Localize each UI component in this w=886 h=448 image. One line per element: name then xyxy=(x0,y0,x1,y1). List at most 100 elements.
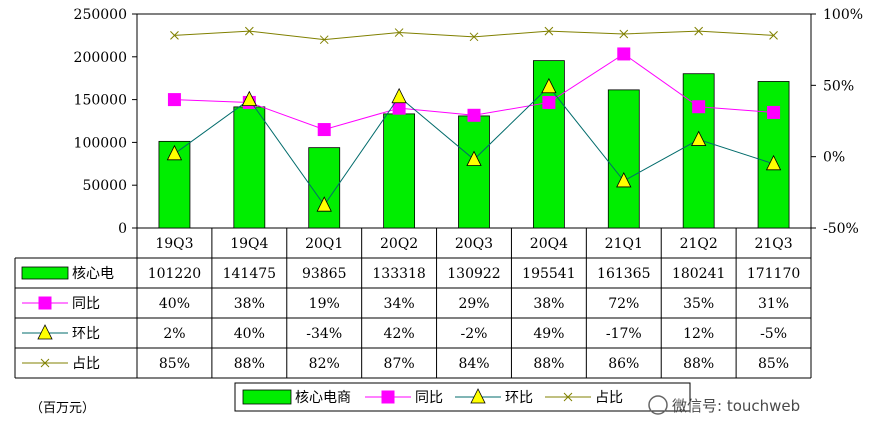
point-占比-20Q1 xyxy=(319,35,329,45)
table-cell: 86% xyxy=(608,356,639,372)
left-tick-label: 250000 xyxy=(74,7,127,23)
point-环比-20Q2 xyxy=(391,87,407,104)
table-cell: 88% xyxy=(683,356,714,372)
bar-21Q3 xyxy=(757,81,790,229)
table-cell: 29% xyxy=(458,296,489,312)
unit-label: （百万元） xyxy=(30,401,95,416)
right-tick-label: -50% xyxy=(823,221,859,237)
wechat-icon xyxy=(648,395,668,415)
table-cell: -34% xyxy=(306,326,342,342)
table-cell: 93865 xyxy=(302,266,347,282)
table-cell: 88% xyxy=(234,356,265,372)
category-label: 20Q2 xyxy=(380,236,418,252)
table-cell: 130922 xyxy=(447,266,500,282)
table-cell: -17% xyxy=(606,326,642,342)
category-label: 20Q4 xyxy=(530,236,568,252)
bar-20Q1 xyxy=(308,147,341,229)
watermark: 微信号: touchweb xyxy=(648,395,800,415)
point-占比-21Q1 xyxy=(619,29,629,39)
point-同比-20Q2 xyxy=(392,101,406,115)
table-cell: -2% xyxy=(461,326,488,342)
point-占比-21Q2 xyxy=(694,26,704,36)
table-cell: 31% xyxy=(758,296,789,312)
table-cell: 72% xyxy=(608,296,639,312)
row-key-marker-同比 xyxy=(38,296,52,310)
point-同比-19Q3 xyxy=(167,93,181,107)
point-同比-20Q1 xyxy=(317,123,331,137)
point-环比-21Q1 xyxy=(616,172,632,188)
table-cell: 161365 xyxy=(597,266,650,282)
table-cell: 40% xyxy=(159,296,190,312)
table-cell: 19% xyxy=(309,296,340,312)
point-占比-20Q4 xyxy=(544,26,554,36)
bars-layer xyxy=(158,60,790,229)
table-cell: 133318 xyxy=(372,266,425,282)
table-cell: -5% xyxy=(760,326,787,342)
table-cell: 84% xyxy=(458,356,489,372)
legend-key-marker-同比 xyxy=(381,390,395,404)
left-tick-label: 200000 xyxy=(74,50,127,66)
category-label: 21Q3 xyxy=(754,236,792,252)
left-tick-label: 100000 xyxy=(74,135,127,151)
legend-label: 环比 xyxy=(505,390,533,406)
bar-19Q4 xyxy=(233,106,266,229)
left-tick-label: 0 xyxy=(118,221,127,237)
left-tick-label: 50000 xyxy=(82,178,127,194)
row-key-marker-占比 xyxy=(40,358,50,368)
table-cell: 49% xyxy=(533,326,564,342)
table-cell: 171170 xyxy=(747,266,800,282)
legend: 核心电商 同比 环比 占比 xyxy=(234,382,691,412)
category-label: 20Q1 xyxy=(305,236,343,252)
bar-20Q2 xyxy=(383,113,416,229)
point-环比-21Q2 xyxy=(691,130,707,146)
axes-layer: 0 50000 100000 150000 200000 250000 -50% 0% 50% 1… xyxy=(74,7,863,237)
point-占比-20Q3 xyxy=(469,32,479,42)
right-tick-label: 0% xyxy=(823,150,845,166)
bar-21Q2 xyxy=(682,73,715,229)
table-cell: 35% xyxy=(683,296,714,312)
series-line-占比 xyxy=(174,30,774,41)
category-label: 19Q3 xyxy=(155,236,193,252)
table-cell: 101220 xyxy=(148,266,201,282)
table-cell: 180241 xyxy=(672,266,725,282)
data-table: 19Q3 19Q4 20Q1 20Q2 20Q3 20Q4 21Q1 21Q2 21Q3 核心电 1… xyxy=(14,228,812,379)
row-label: 占比 xyxy=(72,356,100,372)
point-占比-20Q2 xyxy=(394,28,404,37)
legend-key-marker-环比 xyxy=(470,388,486,404)
point-环比-19Q4 xyxy=(241,90,257,106)
table-cell: 38% xyxy=(234,296,265,312)
table-cell: 40% xyxy=(234,326,265,342)
lines-layer xyxy=(166,26,782,212)
table-cell: 87% xyxy=(384,356,415,372)
table-cell: 34% xyxy=(384,296,415,312)
legend-key-核心电商 xyxy=(242,389,292,405)
row-label: 同比 xyxy=(72,296,100,312)
table-cell: 12% xyxy=(683,326,714,342)
point-环比-20Q3 xyxy=(466,150,482,166)
row-key-marker-环比 xyxy=(37,324,53,340)
row-key-核心电商 xyxy=(21,266,69,280)
table-cell: 195541 xyxy=(522,266,575,282)
legend-key-marker-占比 xyxy=(563,392,573,402)
table-cell: 38% xyxy=(533,296,564,312)
point-环比-19Q3 xyxy=(166,144,183,161)
bar-21Q1 xyxy=(607,89,640,229)
point-占比-21Q3 xyxy=(769,31,778,40)
point-同比-21Q3 xyxy=(767,105,781,119)
legend-label: 同比 xyxy=(415,390,443,406)
point-环比-21Q3 xyxy=(765,154,782,171)
table-cell: 85% xyxy=(159,356,190,372)
table-cell: 88% xyxy=(533,356,564,372)
point-环比-20Q1 xyxy=(316,196,332,212)
legend-label: 占比 xyxy=(595,390,623,406)
row-label: 环比 xyxy=(72,326,100,342)
point-占比-19Q3 xyxy=(170,31,179,40)
table-cell: 85% xyxy=(758,356,789,372)
category-label: 21Q1 xyxy=(605,236,643,252)
category-label: 21Q2 xyxy=(680,236,718,252)
left-tick-label: 150000 xyxy=(74,93,127,109)
point-同比-20Q4 xyxy=(542,95,556,109)
right-tick-label: 50% xyxy=(823,78,854,94)
bar-20Q3 xyxy=(458,115,490,229)
